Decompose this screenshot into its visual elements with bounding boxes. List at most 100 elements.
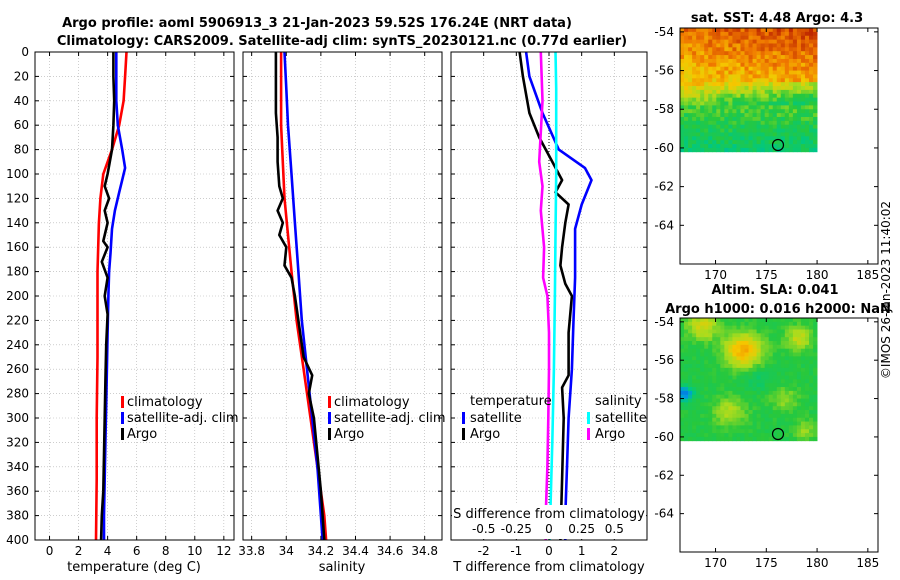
sst-cell [756, 51, 762, 56]
sla-cell [756, 337, 762, 342]
sla-cell [732, 333, 737, 338]
sla-cell [740, 406, 745, 411]
sla-cell [788, 325, 794, 330]
sla-cell [688, 344, 693, 350]
sla-cell [809, 333, 814, 338]
sla-cell [809, 356, 814, 361]
sla-cell [813, 390, 818, 396]
sst-cell [776, 62, 782, 68]
sst-cell [720, 39, 725, 44]
sla-cell [740, 383, 745, 388]
sla-cell [764, 425, 770, 430]
sla-cell [804, 433, 810, 438]
sst-cell [688, 89, 693, 95]
sst-cell [772, 47, 778, 52]
sla-cell [684, 364, 689, 369]
sla-cell [688, 436, 693, 442]
sst-cell [788, 97, 794, 102]
sla-cell [780, 321, 786, 327]
sst-cell [809, 97, 814, 102]
sst-cell [800, 93, 806, 99]
sst-cell [744, 147, 749, 153]
salinity-xlabel: salinity [319, 560, 366, 575]
sst-cell [688, 101, 693, 106]
sla-cell [784, 344, 790, 350]
sst-cell [700, 109, 705, 114]
sst-cell [764, 51, 770, 56]
sla-cell [764, 398, 770, 403]
sla-cell [692, 333, 697, 338]
sla-cell [804, 413, 810, 419]
sst-cell [692, 74, 697, 79]
sla-cell [688, 337, 693, 342]
sla-cell [784, 329, 790, 334]
sla-cell [796, 429, 802, 434]
sla-cell [696, 337, 701, 342]
sla-cell [788, 410, 794, 415]
sst-cell [813, 147, 818, 153]
sla-cell [760, 433, 766, 438]
sla-cell [800, 379, 806, 384]
sla-cell [732, 406, 737, 411]
depth-tick-label: 200 [6, 289, 29, 303]
sst-cell [744, 109, 749, 114]
sla-cell [780, 344, 786, 350]
sla-cell [752, 421, 757, 426]
sla-cell [696, 387, 701, 392]
sla-cell [744, 318, 749, 323]
sst-cell [792, 93, 798, 99]
series-line-satellite-adj-clim [283, 51, 324, 541]
sla-cell [809, 321, 814, 327]
sst-cell [732, 128, 737, 133]
sst-cell [752, 43, 757, 48]
sla-cell [688, 383, 693, 388]
sst-cell [680, 113, 685, 118]
sst-cell [728, 147, 733, 153]
sst-cell [809, 43, 814, 48]
sla-cell [704, 318, 709, 323]
sla-cell [788, 337, 794, 342]
sla-cell [800, 360, 806, 365]
sla-cell [680, 398, 685, 403]
sst-cell [796, 109, 802, 114]
sst-cell [788, 28, 794, 33]
sla-cell [768, 329, 774, 334]
sla-cell [688, 394, 693, 399]
sla-cell [776, 425, 782, 430]
sst-cell [692, 144, 697, 149]
sla-cell [736, 321, 741, 327]
sst-cell [692, 39, 697, 44]
sst-cell [708, 55, 713, 60]
sst-cell [708, 97, 713, 102]
sla-cell [800, 356, 806, 361]
sst-cell [804, 78, 810, 83]
sst-cell [688, 70, 693, 75]
sla-cell [728, 379, 733, 384]
sla-cell [804, 398, 810, 403]
sst-cell [704, 86, 709, 91]
sla-cell [728, 375, 733, 380]
sst-cell [796, 136, 802, 141]
sst-cell [724, 55, 729, 60]
sst-cell [708, 128, 713, 133]
sst-cell [684, 78, 689, 83]
sla-cell [704, 425, 709, 430]
sla-cell [784, 371, 790, 376]
sst-cell [716, 144, 721, 149]
sst-cell [772, 101, 778, 106]
sla-cell [688, 356, 693, 361]
sla-cell [788, 321, 794, 327]
sst-cell [744, 144, 749, 149]
sla-cell [680, 413, 685, 419]
sst-cell [748, 147, 753, 153]
sla-cell [736, 348, 741, 353]
sst-cell [784, 124, 790, 129]
sst-cell [800, 144, 806, 149]
sla-cell [680, 367, 685, 373]
map-y-tick-label: -62 [654, 180, 674, 194]
sst-cell [764, 35, 770, 41]
sst-cell [772, 51, 778, 56]
sla-cell [700, 318, 705, 323]
sla-cell [760, 371, 766, 376]
sst-cell [776, 136, 782, 141]
